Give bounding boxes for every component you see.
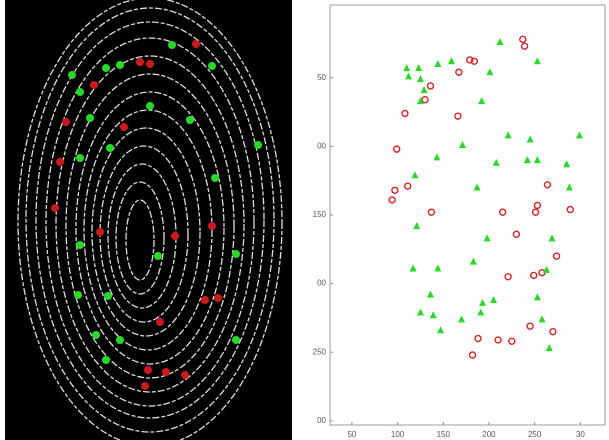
x-tick-label: 30	[576, 430, 585, 439]
y-tick-label: 250	[313, 347, 327, 356]
y-tick-label: 00	[317, 416, 326, 425]
y-tick-label: 150	[313, 210, 327, 219]
x-tick-label: 100	[391, 430, 405, 439]
y-tick-label: 50	[317, 73, 326, 82]
page: 501001502002503050001500025000 (() => { …	[0, 0, 609, 440]
y-tick-label: 00	[317, 141, 326, 150]
x-tick-label: 150	[437, 430, 451, 439]
x-tick-label: 250	[528, 430, 542, 439]
fingerprint-image	[5, 0, 292, 440]
y-tick-label: 00	[317, 279, 326, 288]
figure: 50 100 150 200 250 30 50 00 150 00 250 00	[0, 0, 609, 440]
x-tick-label: 50	[347, 430, 356, 439]
plot-frame	[330, 5, 605, 425]
x-tick-label: 200	[482, 430, 496, 439]
